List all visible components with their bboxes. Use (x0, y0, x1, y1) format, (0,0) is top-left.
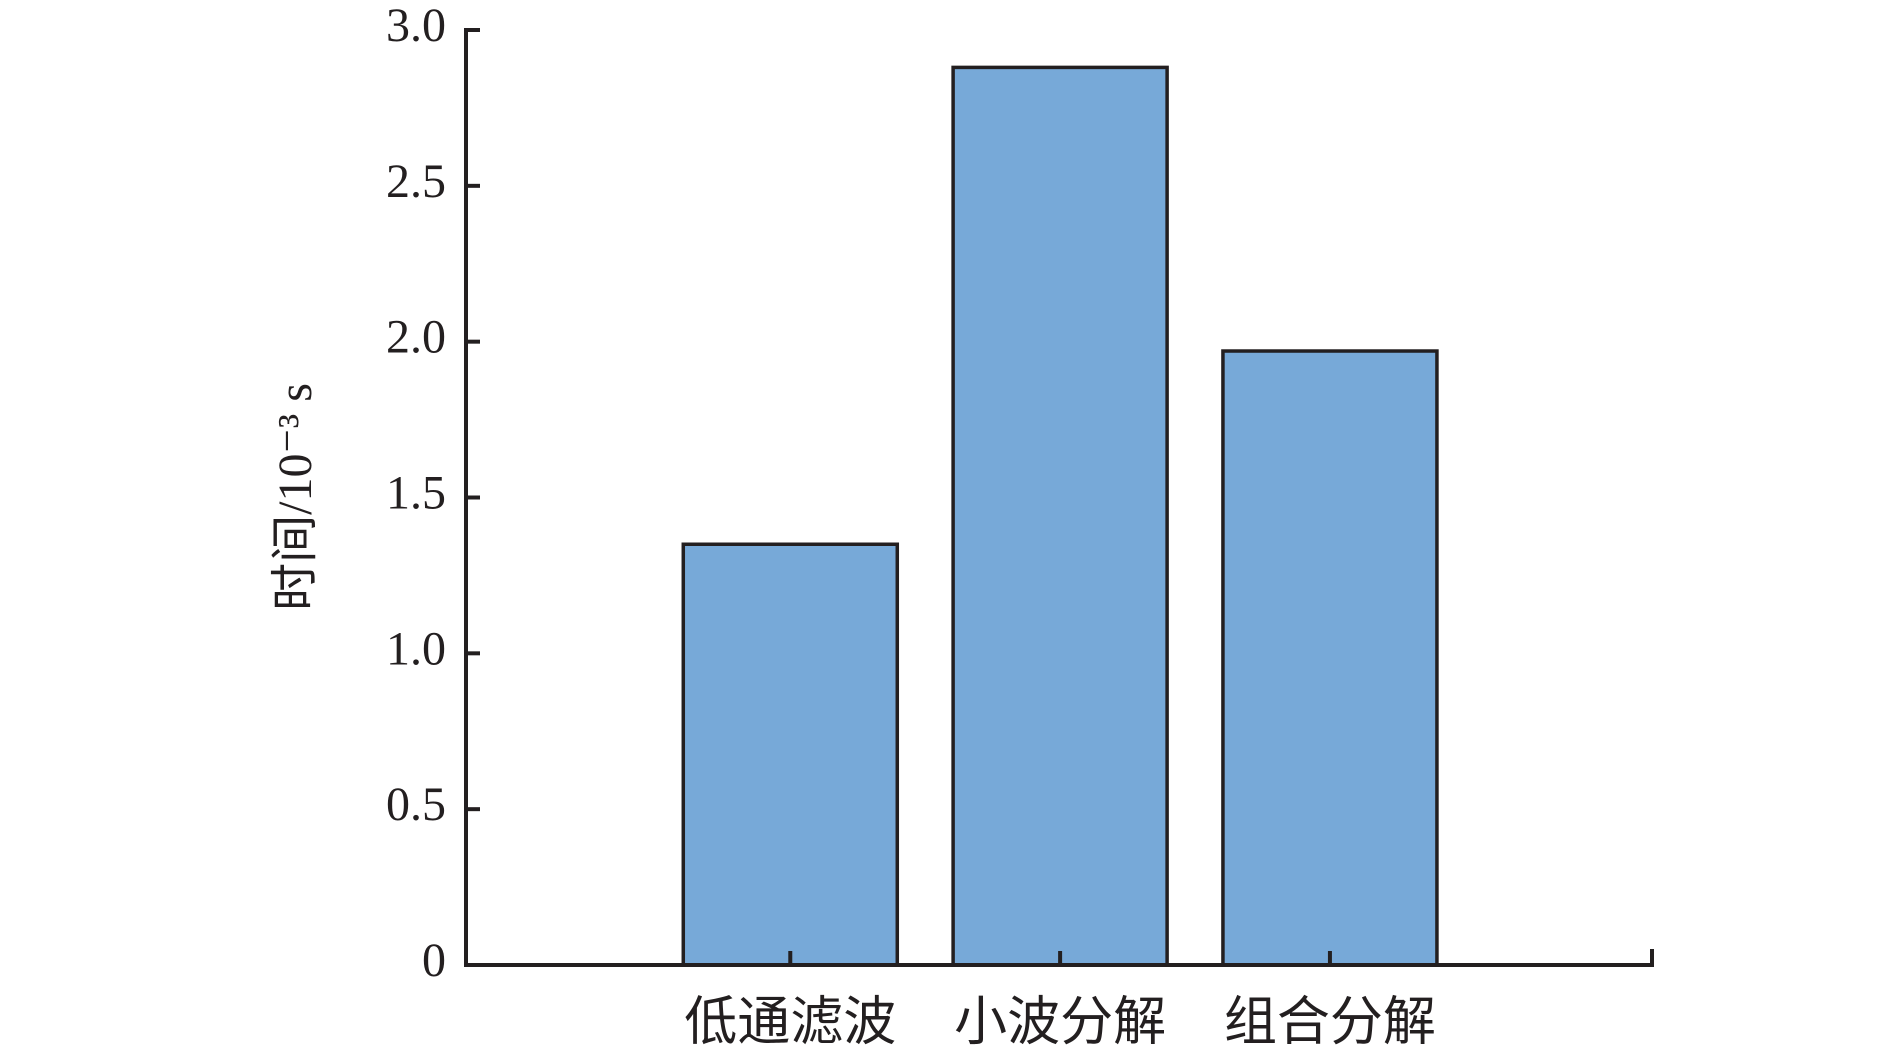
x-tick-label: 组合分解 (1224, 992, 1436, 1053)
y-tick-label: 3.0 (386, 0, 446, 52)
y-tick-label: 2.0 (386, 311, 446, 364)
y-axis-label: 时间/10⁻³ s (269, 383, 322, 611)
bar (951, 65, 1169, 967)
bar (681, 542, 900, 967)
x-tick-label: 小波分解 (954, 992, 1166, 1053)
bar (1221, 349, 1439, 967)
y-tick-label: 0 (422, 934, 446, 987)
y-tick-label: 2.5 (386, 155, 446, 208)
y-tick-label: 1.5 (386, 467, 446, 520)
y-tick-label: 0.5 (386, 778, 446, 831)
x-tick-label: 低通滤波 (684, 992, 896, 1053)
y-tick-label: 1.0 (386, 622, 446, 675)
